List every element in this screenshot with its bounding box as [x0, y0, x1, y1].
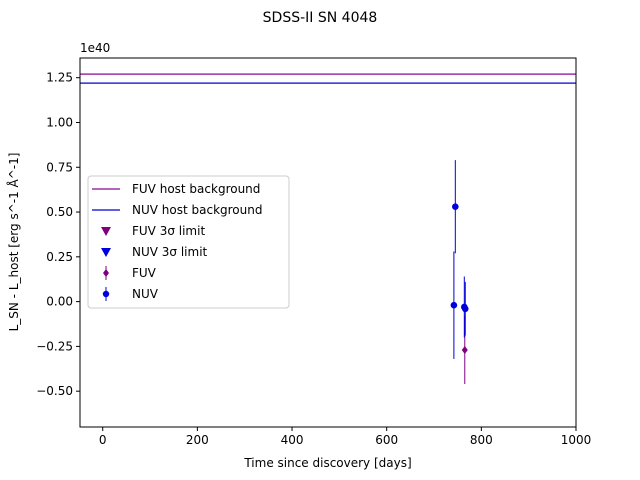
nuv-point-0	[450, 301, 458, 309]
nuv-point-3	[461, 305, 469, 313]
x-tick-label-5: 1000	[561, 433, 592, 447]
x-tick-label-4: 800	[470, 433, 493, 447]
plot-area	[80, 73, 576, 385]
x-axis: 0 200 400 600 800 1000	[99, 427, 591, 447]
nuv-point-1	[452, 203, 459, 210]
plot-frame	[79, 57, 577, 428]
x-tick-label-3: 600	[375, 433, 398, 447]
legend-fuv-label: FUV	[132, 266, 157, 280]
legend-fuv-3-limit-swatch	[101, 227, 111, 236]
y-tick-label-1: −0.25	[36, 339, 73, 353]
y-tick-label-7: 1.25	[46, 71, 73, 85]
y-axis-label: L_SN - L_host [erg s^-1 Å^-1]	[6, 153, 21, 332]
y-axis: −0.50 −0.25 0.00 0.25 0.50 0.75 1.00 1.25	[36, 71, 80, 398]
y-offset-label: 1e40	[80, 41, 110, 55]
y-tick-label-0: −0.50	[36, 384, 73, 398]
x-tick-label-1: 200	[186, 433, 209, 447]
x-tick-label-0: 0	[99, 433, 107, 447]
x-axis-label: Time since discovery [days]	[243, 456, 411, 470]
y-tick-label-6: 1.00	[46, 115, 73, 129]
legend-fuv-swatch	[103, 269, 109, 277]
legend: FUV host background NUV host background FU…	[87, 175, 290, 309]
x-tick-label-2: 400	[281, 433, 304, 447]
y-tick-label-3: 0.25	[46, 250, 73, 264]
legend-box	[87, 175, 290, 309]
chart-title: SDSS-II SN 4048	[263, 10, 378, 26]
y-tick-label-5: 0.75	[46, 160, 73, 174]
legend-nuv-3-limit-label: NUV 3σ limit	[132, 245, 208, 259]
legend-nuv-swatch	[102, 290, 110, 298]
fuv-point-0	[461, 345, 468, 354]
y-tick-label-2: 0.00	[46, 295, 73, 309]
legend-fuv-3-limit-label: FUV 3σ limit	[132, 224, 205, 238]
legend-fuv-host-background-label: FUV host background	[132, 182, 260, 196]
legend-nuv-host-background-label: NUV host background	[132, 203, 262, 217]
y-tick-label-4: 0.50	[46, 205, 73, 219]
legend-nuv-3-limit-swatch	[101, 248, 111, 257]
legend-nuv-label: NUV	[132, 287, 159, 301]
